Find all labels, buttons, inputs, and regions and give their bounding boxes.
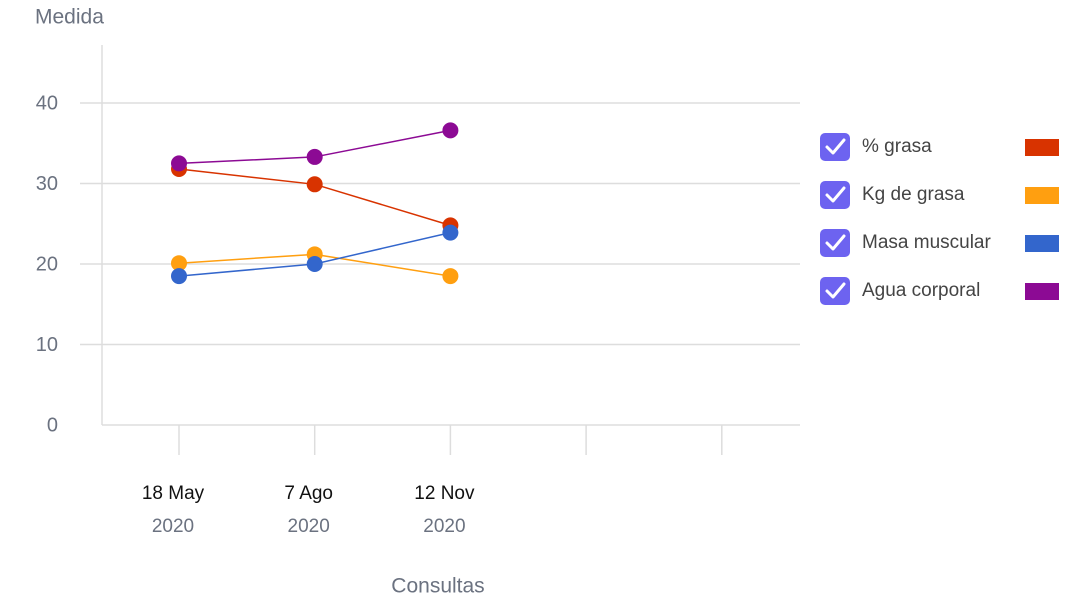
- y-axis-label: Medida: [35, 6, 104, 29]
- checkbox-box: [820, 229, 850, 257]
- legend-checkbox[interactable]: [820, 229, 850, 257]
- x-axis-label: Consultas: [391, 575, 484, 598]
- x-tick-sublabel: 2020: [152, 516, 194, 537]
- x-tick-sublabel: 2020: [288, 516, 330, 537]
- legend-swatch: [1025, 139, 1059, 156]
- legend-label: Agua corporal: [862, 280, 980, 301]
- data-point: [306, 148, 323, 165]
- data-point: [442, 224, 459, 241]
- legend-swatch: [1025, 235, 1059, 252]
- legend-swatch: [1025, 187, 1059, 204]
- x-tick-sublabel: 2020: [423, 516, 465, 537]
- legend-item: Kg de grasa: [820, 181, 1059, 209]
- legend-checkbox[interactable]: [820, 133, 850, 161]
- data-point: [306, 176, 323, 193]
- data-point: [442, 268, 459, 285]
- legend-label: Masa muscular: [862, 232, 991, 253]
- checkbox-box: [820, 277, 850, 305]
- data-point: [171, 255, 187, 272]
- data-point: [306, 256, 323, 272]
- legend-item: % grasa: [820, 133, 1059, 161]
- checkbox-check: [825, 234, 846, 251]
- y-tick-label: 0: [47, 414, 58, 436]
- legend-checkbox[interactable]: [820, 277, 850, 305]
- x-tick-label: 18 May: [142, 483, 205, 504]
- legend-item: Agua corporal: [820, 277, 1059, 305]
- x-tick-label: 12 Nov: [414, 483, 475, 504]
- legend-checkbox[interactable]: [820, 181, 850, 209]
- legend-label: % grasa: [862, 136, 932, 157]
- y-tick-label: 30: [36, 173, 58, 195]
- x-tick-label: 7 Ago: [284, 483, 333, 504]
- checkbox-check: [825, 282, 846, 299]
- checkbox-check: [825, 186, 846, 203]
- data-point: [171, 268, 187, 285]
- data-point: [171, 155, 187, 172]
- checkbox-check: [825, 138, 846, 155]
- legend-item: Masa muscular: [820, 229, 1059, 257]
- y-tick-label: 40: [36, 92, 58, 114]
- legend-swatch: [1025, 283, 1059, 300]
- y-tick-label: 10: [36, 334, 58, 356]
- checkbox-box: [820, 133, 850, 161]
- legend-label: Kg de grasa: [862, 184, 965, 205]
- data-point: [442, 122, 459, 139]
- y-tick-label: 20: [36, 253, 58, 275]
- checkbox-box: [820, 181, 850, 209]
